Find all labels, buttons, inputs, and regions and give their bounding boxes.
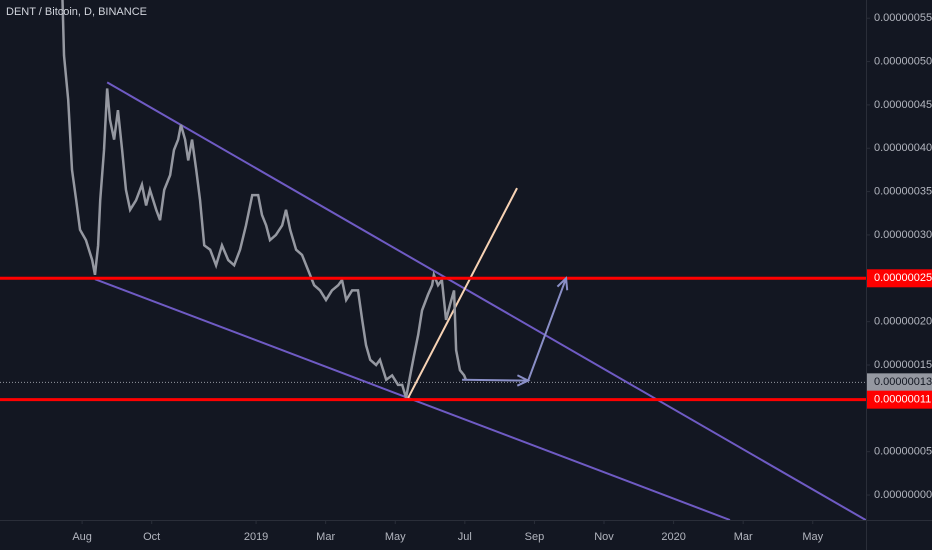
x-tick-label: Aug	[72, 531, 92, 543]
last-price-label: 0.00000013	[874, 376, 932, 388]
x-tick-label: Nov	[594, 531, 614, 543]
chart-title: DENT / Bitcoin, D, BINANCE	[6, 6, 147, 18]
y-tick-label: 0.00000040	[874, 142, 932, 154]
y-tick-label: 0.00000035	[874, 186, 932, 198]
x-tick-label: 2020	[661, 531, 685, 543]
y-tick-label: 0.00000030	[874, 229, 932, 241]
x-tick-label: May	[802, 531, 823, 543]
trend-line	[106, 81, 866, 520]
horizontal-line-label-box	[867, 269, 932, 288]
x-tick-label: Sep	[525, 531, 545, 543]
y-tick-label: 0.00000050	[874, 55, 932, 67]
y-tick-label: 0.00000000	[874, 489, 932, 501]
x-tick-label: Jul	[458, 531, 472, 543]
plot-area	[0, 0, 866, 520]
y-tick-label: 0.00000055	[874, 12, 932, 24]
x-tick-label: Mar	[734, 531, 753, 543]
x-tick-label: Mar	[316, 531, 335, 543]
x-tick-label: May	[385, 531, 406, 543]
trend-line	[407, 187, 518, 399]
horizontal-line-label: 0.00000011	[874, 394, 931, 406]
arrow-head	[516, 374, 531, 387]
y-tick-label: 0.00000015	[874, 359, 932, 371]
horizontal-line-label: 0.00000025	[874, 272, 932, 284]
y-tick-label: 0.00000045	[874, 99, 932, 111]
x-tick-label: Oct	[143, 531, 160, 543]
last-price-label-box	[867, 373, 932, 392]
price-line	[61, 0, 468, 399]
x-tick-label: 2019	[244, 531, 268, 543]
horizontal-line-label-box	[867, 390, 932, 409]
y-tick-label: 0.00000020	[874, 316, 932, 328]
y-tick-label: 0.00000005	[874, 446, 932, 458]
arrow-head	[556, 276, 569, 291]
